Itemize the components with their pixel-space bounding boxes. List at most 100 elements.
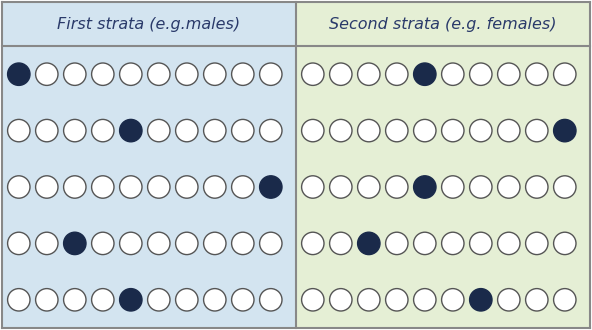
Circle shape [231,289,254,311]
Circle shape [385,232,408,255]
Circle shape [358,119,380,142]
Circle shape [442,232,464,255]
Circle shape [36,119,58,142]
Circle shape [442,119,464,142]
Circle shape [301,232,324,255]
Circle shape [120,232,142,255]
Circle shape [63,63,86,85]
Circle shape [8,119,30,142]
Circle shape [204,119,226,142]
Circle shape [385,63,408,85]
Circle shape [554,232,576,255]
Circle shape [36,232,58,255]
Circle shape [260,289,282,311]
Circle shape [92,63,114,85]
Circle shape [120,63,142,85]
Circle shape [554,176,576,198]
Circle shape [92,289,114,311]
Circle shape [498,176,520,198]
Circle shape [260,176,282,198]
Circle shape [442,176,464,198]
Circle shape [414,289,436,311]
Circle shape [8,232,30,255]
Circle shape [8,176,30,198]
Circle shape [63,119,86,142]
Circle shape [231,119,254,142]
Circle shape [358,289,380,311]
Circle shape [414,232,436,255]
Circle shape [526,63,548,85]
Circle shape [120,119,142,142]
Circle shape [8,289,30,311]
Text: Second strata (e.g. females): Second strata (e.g. females) [329,16,556,31]
Circle shape [176,63,198,85]
Circle shape [301,289,324,311]
Circle shape [301,63,324,85]
Circle shape [330,289,352,311]
Circle shape [385,176,408,198]
Circle shape [301,176,324,198]
Circle shape [147,289,170,311]
Circle shape [414,176,436,198]
Circle shape [498,63,520,85]
Circle shape [204,176,226,198]
Circle shape [358,176,380,198]
Text: First strata (e.g.males): First strata (e.g.males) [57,16,240,31]
Circle shape [176,119,198,142]
Circle shape [330,63,352,85]
Circle shape [414,63,436,85]
Circle shape [526,119,548,142]
Circle shape [120,289,142,311]
Circle shape [330,176,352,198]
Circle shape [231,63,254,85]
Circle shape [469,176,492,198]
Circle shape [385,119,408,142]
Circle shape [330,119,352,142]
Circle shape [469,119,492,142]
Circle shape [260,119,282,142]
Circle shape [442,289,464,311]
Circle shape [260,232,282,255]
Circle shape [442,63,464,85]
Circle shape [120,176,142,198]
Circle shape [301,119,324,142]
Circle shape [204,63,226,85]
Circle shape [176,176,198,198]
Circle shape [554,63,576,85]
Circle shape [260,63,282,85]
Circle shape [414,119,436,142]
Circle shape [469,63,492,85]
Circle shape [231,176,254,198]
Circle shape [526,289,548,311]
Circle shape [92,232,114,255]
Circle shape [63,176,86,198]
Circle shape [469,289,492,311]
Circle shape [498,232,520,255]
Circle shape [231,232,254,255]
Circle shape [358,63,380,85]
Circle shape [92,176,114,198]
Circle shape [63,289,86,311]
Circle shape [330,232,352,255]
Bar [296,2,590,328]
Circle shape [147,176,170,198]
Circle shape [498,119,520,142]
Circle shape [469,232,492,255]
Circle shape [147,119,170,142]
Circle shape [526,232,548,255]
Circle shape [358,232,380,255]
Circle shape [176,289,198,311]
Circle shape [498,289,520,311]
Circle shape [8,63,30,85]
Circle shape [176,232,198,255]
Circle shape [92,119,114,142]
Circle shape [204,289,226,311]
Circle shape [36,176,58,198]
Circle shape [147,63,170,85]
Circle shape [554,119,576,142]
Circle shape [147,232,170,255]
Circle shape [36,63,58,85]
Circle shape [63,232,86,255]
Circle shape [204,232,226,255]
Circle shape [36,289,58,311]
